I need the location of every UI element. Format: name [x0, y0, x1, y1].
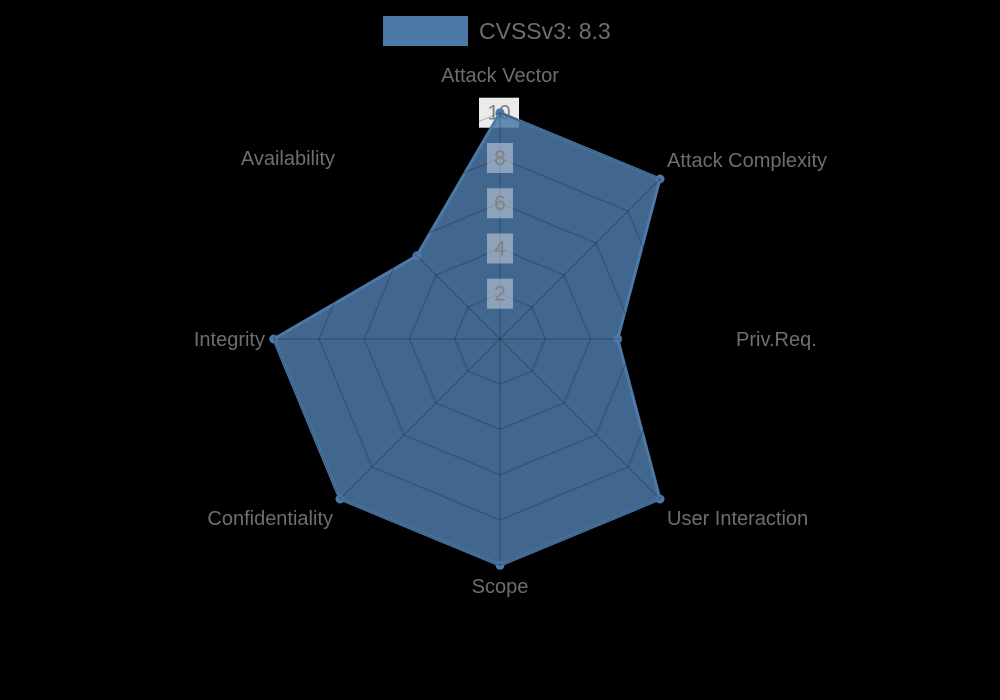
radial-tick-label: 4 [494, 237, 506, 260]
data-point-marker [335, 494, 345, 504]
axis-label-user-interaction: User Interaction [667, 508, 808, 530]
grid-spoke [339, 338, 501, 500]
grid-ring [318, 157, 682, 521]
grid-spoke [499, 178, 661, 340]
axis-label-scope: Scope [472, 576, 529, 598]
grid-ring [408, 247, 592, 431]
radial-tick-label: 2 [494, 283, 506, 306]
radial-tick-box [487, 278, 513, 309]
grid-ring [453, 292, 547, 386]
legend-swatch [383, 16, 468, 46]
data-point-marker [495, 108, 505, 118]
grid-ring [272, 111, 728, 567]
data-point-marker [412, 251, 422, 261]
axis-label-attack-vector: Attack Vector [441, 65, 559, 87]
legend-label: CVSSv3: 8.3 [479, 17, 611, 44]
grid-spoke [339, 178, 501, 340]
data-point-marker [269, 334, 279, 344]
legend: CVSSv3: 8.3 [383, 16, 611, 46]
axis-label-priv-req: Priv.Req. [736, 329, 817, 351]
radial-tick-label: 8 [494, 147, 506, 170]
axis-label-attack-complexity: Attack Complexity [667, 150, 827, 172]
radial-tick-box [487, 142, 513, 173]
data-point-marker [655, 494, 665, 504]
grid-spoke [499, 338, 661, 500]
axis-label-availability: Availability [241, 148, 335, 170]
data-point-marker [613, 334, 623, 344]
grid-ring [363, 202, 637, 476]
data-point-marker [495, 560, 505, 570]
radial-tick-box [487, 233, 513, 264]
axis-label-confidentiality: Confidentiality [207, 508, 333, 530]
radial-tick-box [487, 188, 513, 219]
axis-label-integrity: Integrity [194, 329, 265, 351]
data-point-marker [655, 174, 665, 184]
radial-tick-label: 6 [494, 192, 506, 215]
